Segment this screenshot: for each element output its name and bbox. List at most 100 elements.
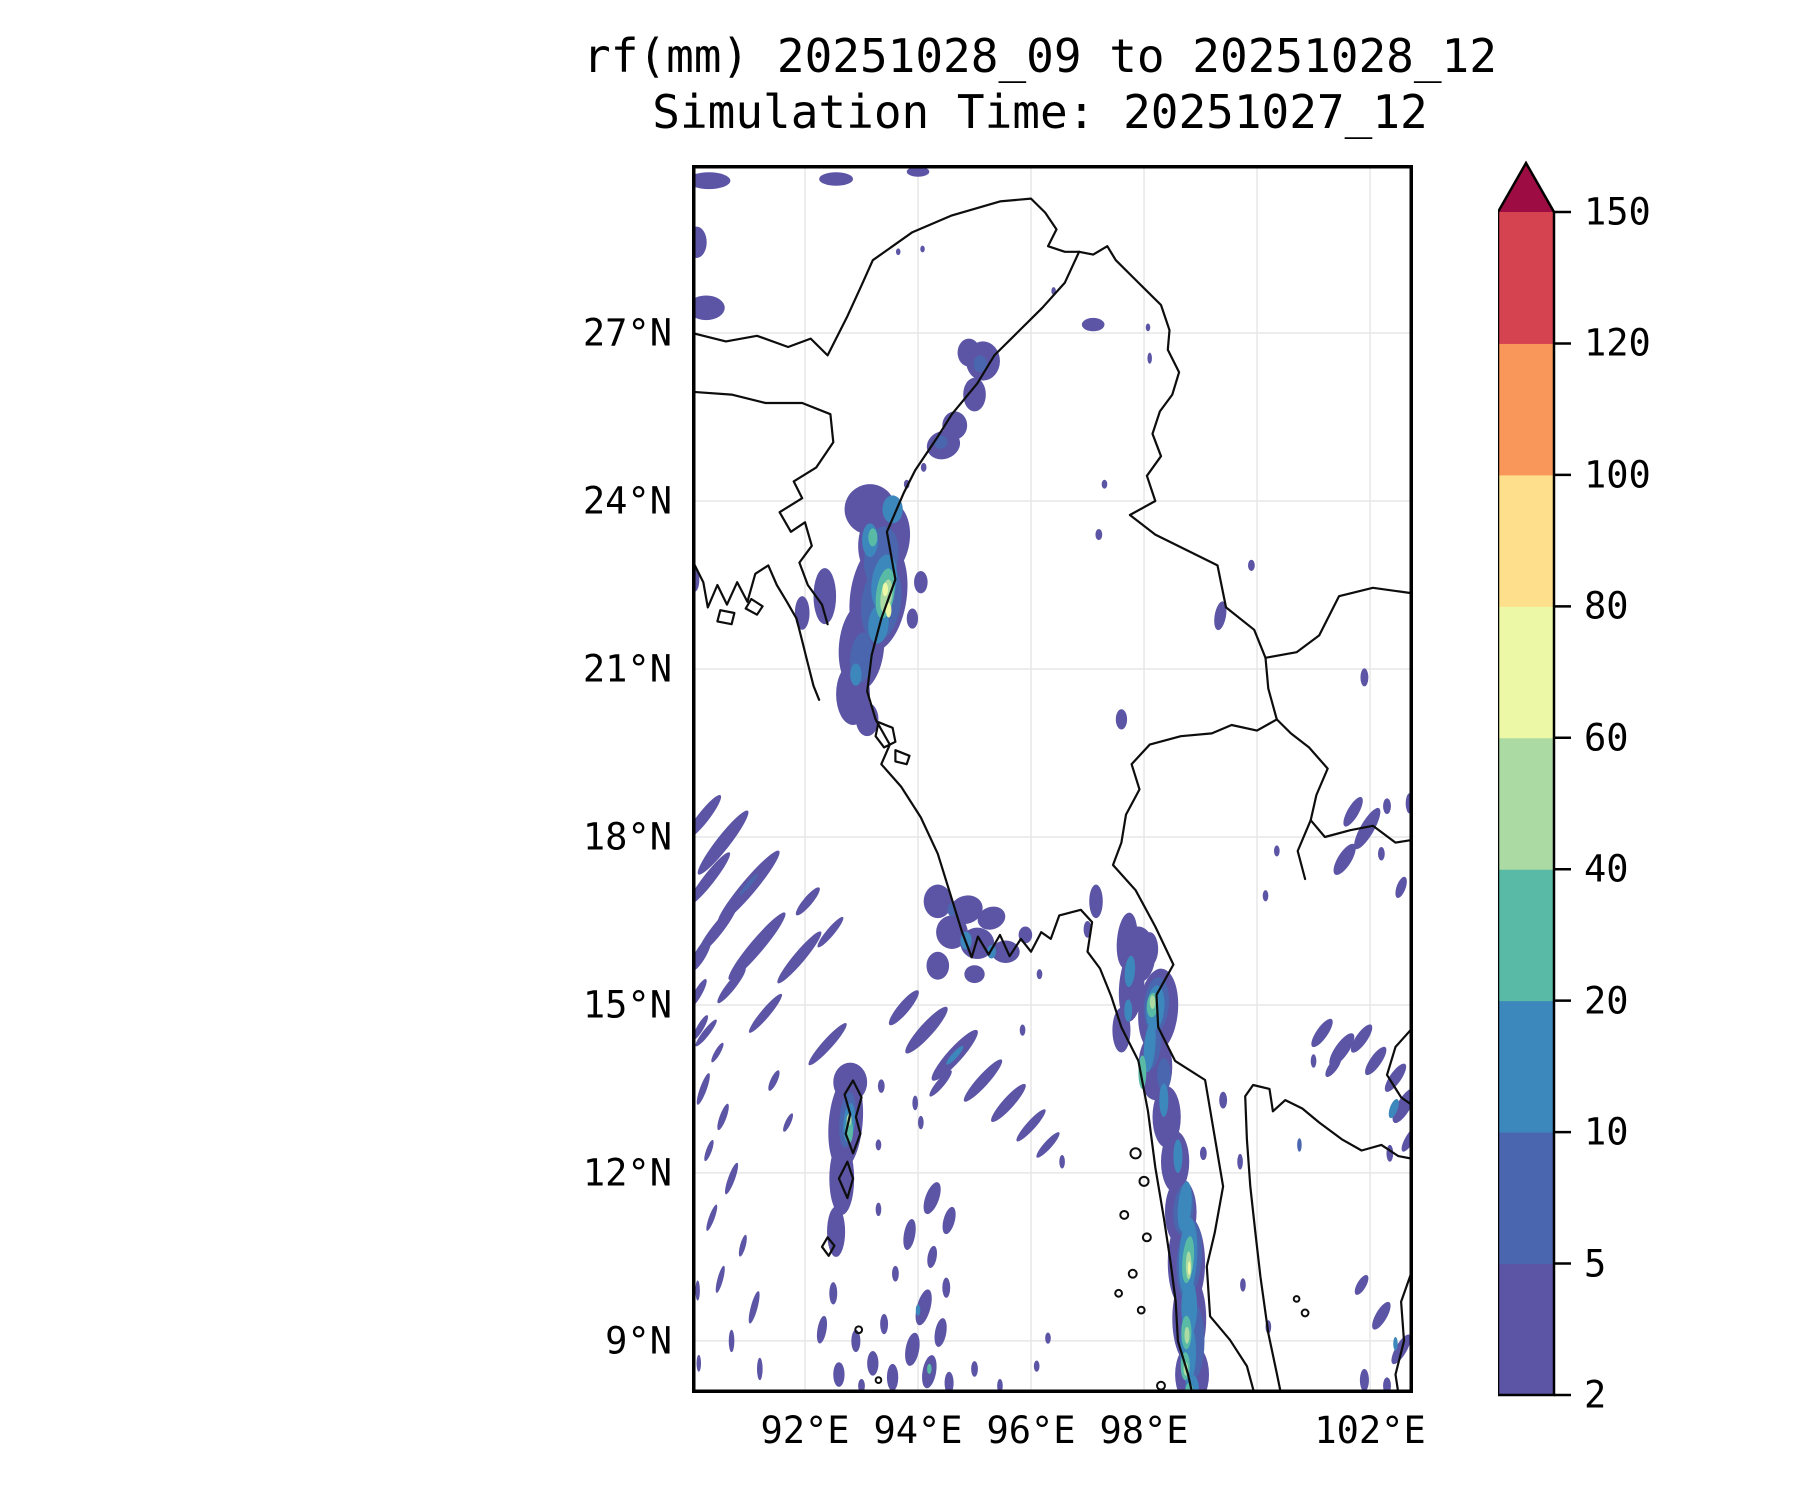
rain-cell [1391, 1334, 1411, 1365]
colorbar-segment-20-40 [1498, 869, 1554, 1002]
rain-cell [1145, 323, 1151, 332]
rain-cell [748, 1291, 760, 1324]
y-tick-label-27: 27°N [582, 311, 672, 355]
rain-cell [868, 528, 878, 547]
rain-cell [704, 1139, 714, 1162]
rain-cell [1199, 1146, 1207, 1161]
rain-cell [1036, 969, 1043, 980]
colorbar-segment-120-150 [1498, 212, 1554, 344]
rain-cell [819, 172, 854, 186]
colorbar-over-arrow [1498, 163, 1554, 212]
rain-cell [877, 1079, 885, 1093]
rain-cell [926, 951, 950, 980]
rain-cell [692, 172, 731, 190]
rain-cell [1248, 559, 1255, 571]
rain-cell [942, 1206, 956, 1235]
plot-title: rf(mm) 20251028_09 to 20251028_12 [583, 29, 1497, 83]
rain-cell [933, 435, 948, 449]
rain-cell [920, 462, 927, 472]
island-andaman-south [837, 1160, 855, 1200]
rain-cell [867, 1351, 879, 1376]
y-tick-label-21: 21°N [582, 647, 672, 691]
rain-cell [927, 1363, 932, 1374]
rain-cell [717, 1103, 729, 1131]
rain-cell [1187, 1261, 1191, 1275]
rain-cell [833, 1362, 845, 1387]
rain-cell [1350, 1024, 1373, 1053]
border-thai-cambodia [1385, 1026, 1413, 1107]
rain-cell [1365, 1046, 1387, 1076]
island-dot [1141, 1232, 1152, 1243]
rain-cell [1173, 1139, 1183, 1173]
map-frame [692, 165, 1413, 1393]
rain-cell [696, 1073, 710, 1105]
rain-cell [858, 1379, 865, 1393]
rain-cell [1333, 843, 1356, 875]
rain-cell [1354, 1274, 1369, 1295]
rain-cell [1237, 1153, 1243, 1170]
colorbar-segment-80-100 [1498, 474, 1554, 607]
rain-cell [906, 608, 919, 629]
colorbar-label-40: 40 [1584, 847, 1629, 891]
rain-cell [1143, 1021, 1156, 1073]
rain-cell [946, 1045, 964, 1065]
rain-cell [692, 1015, 709, 1040]
map-plot-area [692, 165, 1413, 1393]
rain-cell [695, 1019, 717, 1047]
rain-cell [1359, 1368, 1369, 1392]
x-tick-label-102: 102°E [1314, 1409, 1426, 1452]
rain-cell [1157, 1058, 1171, 1092]
island-delta-2 [744, 597, 764, 616]
rain-cell [1124, 955, 1136, 987]
colorbar-label-5: 5 [1584, 1242, 1607, 1286]
rainfall-contours [692, 166, 1413, 1393]
colorbar-segment-100-120 [1498, 343, 1554, 476]
island-delta-1 [716, 609, 736, 626]
y-tick-label-9: 9°N [605, 1319, 672, 1363]
island-cheduba [894, 749, 911, 766]
rain-cell [706, 1204, 718, 1231]
island-ramree [874, 721, 897, 749]
rain-cell [1325, 1056, 1342, 1077]
rain-cell [850, 663, 862, 686]
island-dot [854, 1325, 864, 1335]
island-dot [1119, 1209, 1130, 1220]
coast-bangladesh-delta [692, 558, 821, 701]
gridlines [692, 165, 1413, 1393]
rain-cell [895, 248, 901, 256]
rain-cell [1297, 1138, 1302, 1152]
colorbar-label-100: 100 [1584, 453, 1651, 497]
coast-gulf-of-thailand [1244, 1083, 1413, 1393]
rain-cell [692, 295, 725, 321]
rain-cell [963, 377, 986, 412]
plot-subtitle: Simulation Time: 20251027_12 [652, 85, 1428, 139]
rain-cell [918, 1115, 924, 1130]
rain-cell [692, 795, 722, 840]
island-dot [1136, 1305, 1146, 1315]
rain-cell [827, 1206, 846, 1257]
x-tick-label-94: 94°E [873, 1409, 963, 1452]
colorbar-segment-60-80 [1498, 606, 1554, 739]
island-dot [1300, 1308, 1310, 1318]
rain-cell [888, 990, 919, 1026]
rain-cell [1081, 317, 1105, 332]
rain-cell [880, 1314, 889, 1335]
rain-cell [697, 810, 749, 875]
rain-cell [1147, 352, 1152, 364]
rain-cell [1388, 1098, 1399, 1119]
colorbar-segment-40-60 [1498, 737, 1554, 870]
y-tick-label-18: 18°N [582, 815, 672, 859]
colorbar-label-10: 10 [1584, 1110, 1629, 1154]
rain-cell [808, 1023, 847, 1066]
rain-cell [724, 1162, 739, 1195]
y-tick-label-12: 12°N [582, 1151, 672, 1195]
rain-cell [903, 1219, 916, 1251]
rain-cell [929, 1070, 952, 1097]
rain-cell [973, 355, 987, 373]
colorbar-label-150: 150 [1584, 190, 1651, 234]
rain-cell [1383, 1377, 1391, 1393]
rain-cell [915, 1289, 932, 1326]
rain-cell [1273, 845, 1280, 857]
island-dot [1156, 1380, 1166, 1391]
